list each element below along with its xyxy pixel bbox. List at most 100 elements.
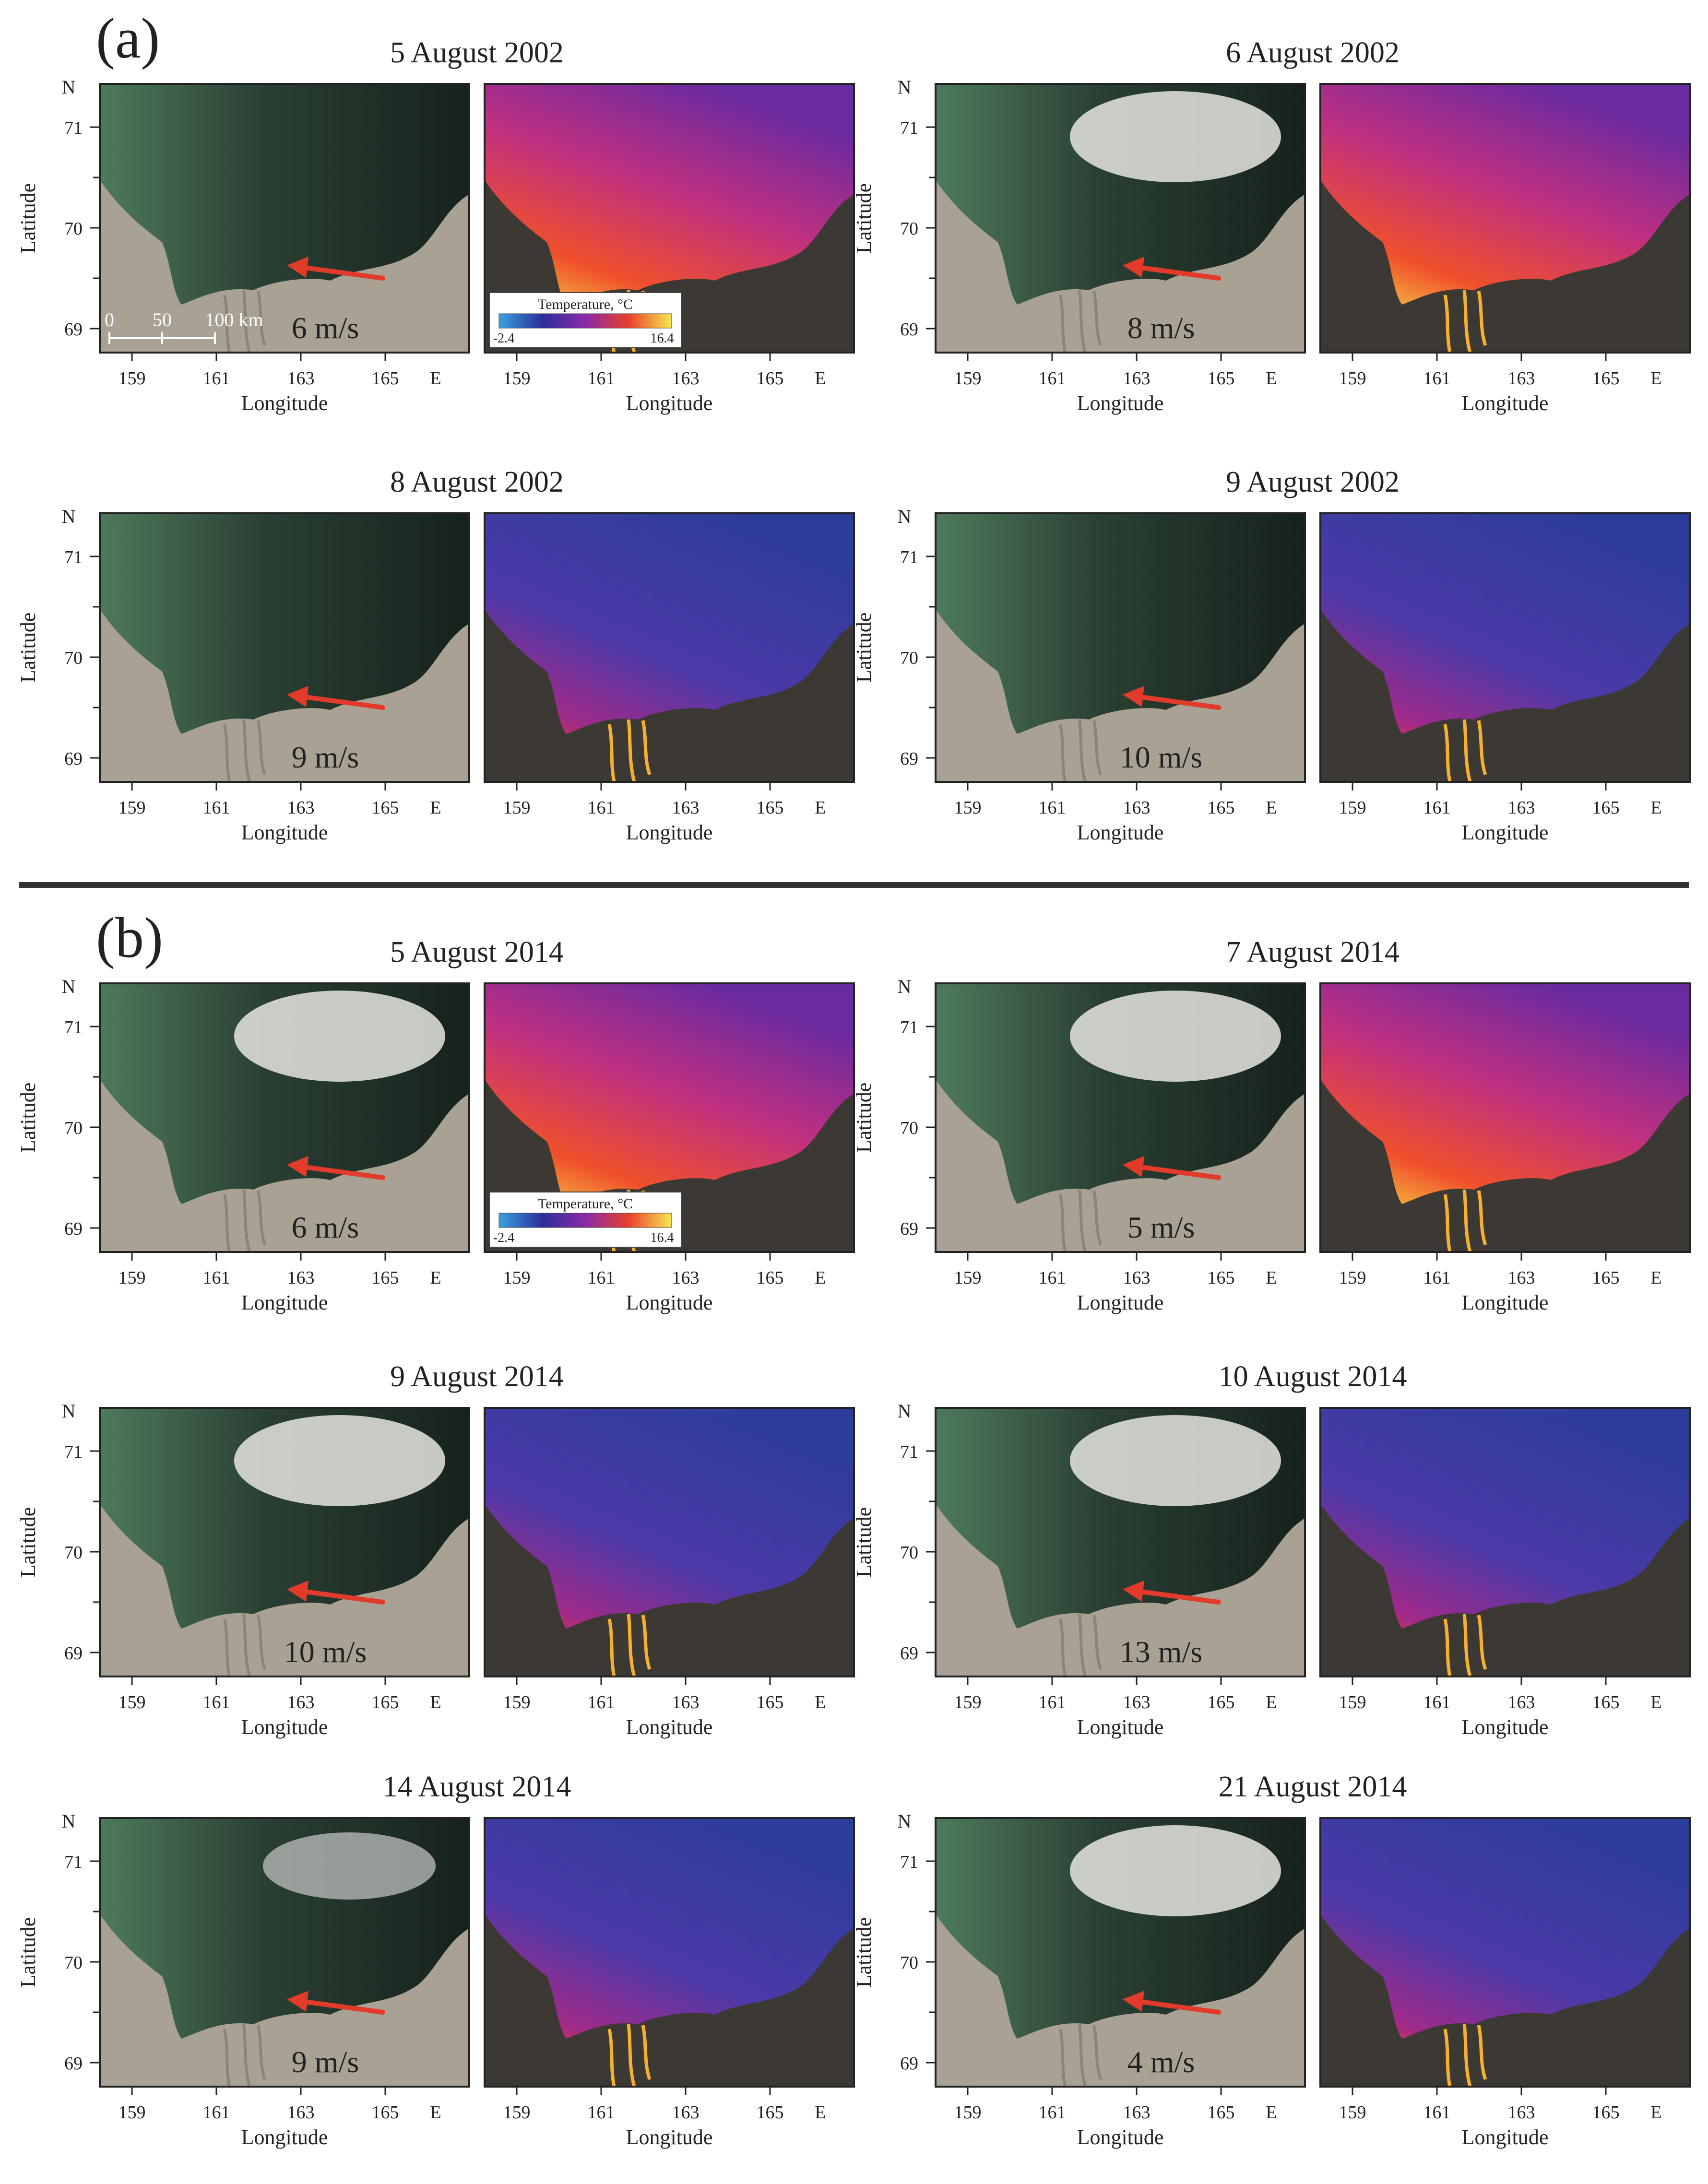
lon-tick-label: 163	[672, 368, 700, 389]
lon-tick-label: 163	[672, 798, 700, 818]
colorbar-title: Temperature, °C	[538, 296, 633, 312]
lon-tick-label: 163	[1508, 368, 1535, 389]
longitude-axis-label: Longitude	[241, 1291, 328, 1314]
east-label: E	[1650, 2102, 1661, 2123]
latitude-axis-label: Latitude	[852, 1507, 876, 1578]
wind-arrow-head	[287, 257, 308, 278]
east-label: E	[1650, 798, 1661, 818]
lon-tick-label: 161	[1423, 798, 1451, 818]
longitude-axis-label: Longitude	[626, 1715, 713, 1739]
lon-tick-label: 165	[1592, 2102, 1620, 2123]
lon-tick-label: 163	[1508, 1692, 1535, 1712]
panel-frame	[935, 1817, 1306, 2088]
east-label: E	[1650, 1692, 1661, 1712]
panel-frame	[484, 982, 855, 1253]
wind-arrow-head	[1123, 686, 1144, 707]
lon-tick-label: 165	[1208, 368, 1235, 389]
panel-date-title: 7 August 2014	[1226, 936, 1400, 968]
lat-tick-label: 70	[900, 1953, 918, 1973]
longitude-axis-label: Longitude	[241, 1715, 328, 1739]
panel-date-title: 9 August 2002	[1226, 466, 1400, 498]
lon-tick-label: 165	[372, 1268, 399, 1288]
east-label: E	[430, 2102, 441, 2123]
wind-speed-label: 4 m/s	[1127, 2045, 1195, 2079]
lon-tick-label: 163	[672, 2102, 700, 2123]
longitude-axis-label: Longitude	[241, 821, 328, 844]
lon-tick-label: 163	[1123, 1268, 1151, 1288]
lon-tick-label: 163	[287, 368, 315, 389]
lon-tick-label: 161	[588, 1268, 615, 1288]
river-delta	[223, 1614, 266, 1677]
longitude-axis-label: Longitude	[1462, 391, 1549, 415]
lat-tick-label: 69	[900, 319, 918, 340]
lat-tick-label: 71	[64, 1017, 83, 1038]
lon-tick-label: 165	[372, 798, 399, 818]
warm-river-plume	[607, 719, 652, 782]
lat-tick-label: 70	[64, 1953, 83, 1973]
longitude-axis-label: Longitude	[1462, 1715, 1549, 1739]
panel-frame	[99, 83, 470, 354]
cloud-cover	[234, 1415, 445, 1506]
cloud-cover	[1070, 1415, 1281, 1506]
east-label: E	[815, 368, 826, 389]
lon-tick-label: 165	[1208, 2102, 1235, 2123]
longitude-axis-label: Longitude	[1077, 391, 1164, 415]
panel-frame	[935, 982, 1306, 1253]
lon-tick-label: 161	[1039, 2102, 1066, 2123]
panel-frame	[99, 512, 470, 783]
panel-date-title: 21 August 2014	[1219, 1771, 1407, 1803]
east-label: E	[1266, 1692, 1277, 1712]
sst-panel: 159 161 163 165 E Longitude	[1319, 982, 1691, 1314]
sea-area	[936, 513, 1305, 734]
wind-arrow-shaft	[1135, 265, 1221, 281]
panel-frame	[1319, 982, 1691, 1253]
wind-arrow-shaft	[299, 1164, 385, 1180]
lat-tick-label: 69	[64, 319, 83, 340]
wind-speed-label: 6 m/s	[292, 311, 359, 345]
lon-tick-label: 161	[203, 1268, 230, 1288]
lon-tick-label: 165	[1592, 368, 1620, 389]
latitude-axis-label: Latitude	[852, 1083, 876, 1153]
wind-arrow-head	[287, 1991, 308, 2012]
lon-tick-label: 161	[1423, 1692, 1451, 1712]
longitude-axis-label: Longitude	[626, 391, 713, 415]
cloud-cover	[263, 1832, 436, 1900]
lon-tick-label: 159	[1339, 1692, 1366, 1712]
lat-tick-label: 70	[900, 1118, 918, 1138]
wind-speed-label: 10 m/s	[284, 1635, 367, 1669]
warm-river-plume	[1443, 2024, 1487, 2087]
longitude-axis-label: Longitude	[1077, 1715, 1164, 1739]
river-delta	[223, 2024, 266, 2087]
river-delta	[1059, 1614, 1102, 1677]
lon-tick-label: 163	[1123, 798, 1151, 818]
panel-date-title: 10 August 2014	[1219, 1360, 1407, 1393]
lon-tick-label: 163	[1508, 1268, 1535, 1288]
wind-arrow-shaft	[1135, 1999, 1221, 2015]
lon-tick-label: 159	[119, 1692, 146, 1712]
warm-river-plume	[1443, 290, 1487, 353]
lon-tick-label: 161	[203, 2102, 230, 2123]
lon-tick-label: 163	[1508, 798, 1535, 818]
north-label: N	[898, 506, 912, 527]
lon-tick-label: 161	[203, 798, 230, 818]
true-color-panel: 10 m/s N 71 70 69 Latitude 159 161 163 165 E Longit…	[16, 1400, 470, 1739]
wind-speed-label: 9 m/s	[292, 2045, 359, 2079]
sst-panel: 159 161 163 165 E Longitude	[1319, 1407, 1691, 1739]
panel-frame	[484, 1817, 855, 2088]
panel-frame	[1319, 512, 1691, 783]
panel-frame	[484, 1407, 855, 1677]
warm-river-plume	[1443, 1189, 1487, 1252]
lon-tick-label: 165	[1592, 1268, 1620, 1288]
panel-date-title: 9 August 2014	[390, 1360, 564, 1393]
lon-tick-label: 161	[588, 798, 615, 818]
lat-tick-label: 70	[64, 648, 83, 668]
sst-sea-area	[485, 84, 854, 305]
lat-tick-label: 71	[900, 547, 918, 567]
sst-sea-area	[485, 513, 854, 734]
sst-sea-area	[1320, 84, 1690, 305]
lat-tick-label: 71	[64, 1442, 83, 1462]
panel-frame	[484, 512, 855, 783]
wind-arrow-shaft	[1135, 1589, 1221, 1605]
lon-tick-label: 161	[588, 368, 615, 389]
lon-tick-label: 161	[1423, 1268, 1451, 1288]
